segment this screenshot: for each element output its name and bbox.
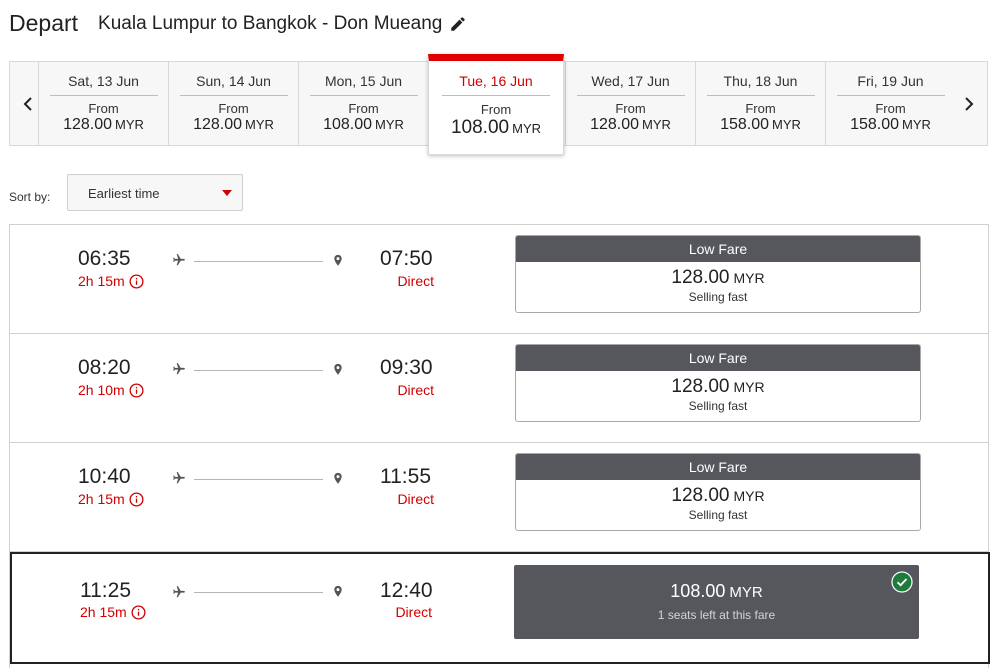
check-circle-icon	[891, 571, 913, 593]
route-line	[194, 370, 323, 371]
date-price: 128.00 MYR	[193, 116, 274, 133]
date-label: Mon, 15 Jun	[309, 73, 418, 96]
date-price: 108.00 MYR	[323, 116, 404, 133]
date-price: 158.00 MYR	[850, 116, 931, 133]
route-line	[194, 261, 323, 262]
date-label: Thu, 18 Jun	[706, 73, 815, 96]
fare-note: 1 seats left at this fare	[657, 608, 776, 622]
arrival-time: 11:55	[380, 465, 431, 488]
date-option[interactable]: Sun, 14 Jun From 128.00 MYR	[168, 62, 298, 145]
location-pin-icon	[334, 472, 342, 484]
route-line	[194, 592, 323, 593]
info-icon[interactable]	[129, 382, 144, 398]
plane-icon	[173, 472, 185, 484]
route-line	[194, 479, 323, 480]
from-label: From	[480, 102, 512, 117]
fare-option-selected[interactable]: 108.00 MYR 1 seats left at this fare	[514, 565, 919, 639]
sort-dropdown[interactable]: Earliest time	[67, 174, 243, 211]
flight-row-selected: 11:25 2h 15m 12:40 Direct 108.00 MYR 1 se…	[10, 552, 990, 664]
from-label: From	[615, 101, 646, 116]
location-pin-icon	[334, 254, 342, 266]
date-option[interactable]: Mon, 15 Jun From 108.00 MYR	[298, 62, 428, 145]
arrival-time: 12:40	[380, 579, 433, 602]
departure-time: 10:40	[78, 465, 131, 488]
fare-type: Low Fare	[516, 236, 920, 262]
plane-icon	[173, 586, 185, 598]
stops-label: Direct	[397, 491, 434, 507]
plane-icon	[173, 254, 185, 266]
page-title: Depart	[9, 9, 79, 36]
date-option[interactable]: Sat, 13 Jun From 128.00 MYR	[38, 62, 168, 145]
date-label: Fri, 19 Jun	[836, 73, 945, 96]
date-option-selected[interactable]: Tue, 16 Jun From 108.00 MYR	[428, 54, 564, 155]
fare-note: Selling fast	[688, 508, 748, 522]
from-label: From	[875, 101, 906, 116]
date-option[interactable]: Wed, 17 Jun From 128.00 MYR	[565, 62, 695, 145]
date-label: Tue, 16 Jun	[442, 73, 550, 96]
departure-time: 11:25	[80, 579, 131, 602]
from-label: From	[348, 101, 379, 116]
flight-duration: 2h 15m	[80, 604, 146, 620]
fare-price: 128.00 MYR	[671, 267, 765, 288]
date-price: 128.00 MYR	[63, 116, 144, 133]
arrival-time: 07:50	[380, 247, 433, 270]
date-selector: Sat, 13 Jun From 128.00 MYR Sun, 14 Jun F…	[9, 54, 988, 155]
pencil-icon[interactable]	[449, 15, 467, 33]
fare-price: 128.00 MYR	[671, 485, 765, 506]
departure-time: 08:20	[78, 356, 131, 379]
flight-duration: 2h 15m	[78, 273, 144, 289]
info-icon[interactable]	[129, 273, 144, 289]
fare-type: Low Fare	[516, 454, 920, 480]
info-icon[interactable]	[129, 491, 144, 507]
flight-row: 06:35 2h 15m 07:50 Direct Low Fare 128.0…	[10, 225, 988, 334]
flight-list: 06:35 2h 15m 07:50 Direct Low Fare 128.0…	[9, 224, 990, 668]
info-icon[interactable]	[131, 604, 146, 620]
fare-option[interactable]: Low Fare 128.00 MYR Selling fast	[515, 344, 921, 422]
departure-time: 06:35	[78, 247, 131, 270]
from-label: From	[88, 101, 119, 116]
stops-label: Direct	[397, 273, 434, 289]
date-price: 158.00 MYR	[720, 116, 801, 133]
flight-row: 08:20 2h 10m 09:30 Direct Low Fare 128.0…	[10, 334, 988, 443]
date-option[interactable]: Thu, 18 Jun From 158.00 MYR	[695, 62, 825, 145]
fare-option[interactable]: Low Fare 128.00 MYR Selling fast	[515, 235, 921, 313]
location-pin-icon	[334, 585, 342, 597]
sort-label: Sort by:	[9, 190, 51, 204]
fare-type: Low Fare	[516, 345, 920, 371]
from-label: From	[745, 101, 776, 116]
chevron-left-icon[interactable]	[10, 62, 46, 145]
page-header: Depart Kuala Lumpur to Bangkok - Don Mue…	[9, 8, 467, 38]
route-title: Kuala Lumpur to Bangkok - Don Mueang	[98, 13, 443, 34]
date-label: Sun, 14 Jun	[179, 73, 288, 96]
date-label: Wed, 17 Jun	[576, 73, 685, 96]
stops-label: Direct	[395, 604, 432, 620]
fare-note: Selling fast	[688, 290, 748, 304]
flight-duration: 2h 15m	[78, 491, 144, 507]
fare-price: 108.00 MYR	[670, 581, 763, 601]
stops-label: Direct	[397, 382, 434, 398]
chevron-right-icon[interactable]	[951, 62, 987, 145]
date-label: Sat, 13 Jun	[49, 73, 158, 96]
plane-icon	[173, 363, 185, 375]
fare-price: 128.00 MYR	[671, 376, 765, 397]
sort-value: Earliest time	[88, 186, 160, 201]
flight-row: 10:40 2h 15m 11:55 Direct Low Fare 128.0…	[10, 443, 988, 552]
location-pin-icon	[334, 363, 342, 375]
date-option[interactable]: Fri, 19 Jun From 158.00 MYR	[825, 62, 955, 145]
date-price: 128.00 MYR	[590, 116, 671, 133]
fare-option[interactable]: Low Fare 128.00 MYR Selling fast	[515, 453, 921, 531]
date-price: 108.00 MYR	[450, 117, 541, 138]
caret-down-icon	[222, 190, 232, 196]
fare-note: Selling fast	[688, 399, 748, 413]
flight-duration: 2h 10m	[78, 382, 144, 398]
from-label: From	[218, 101, 249, 116]
arrival-time: 09:30	[380, 356, 433, 379]
